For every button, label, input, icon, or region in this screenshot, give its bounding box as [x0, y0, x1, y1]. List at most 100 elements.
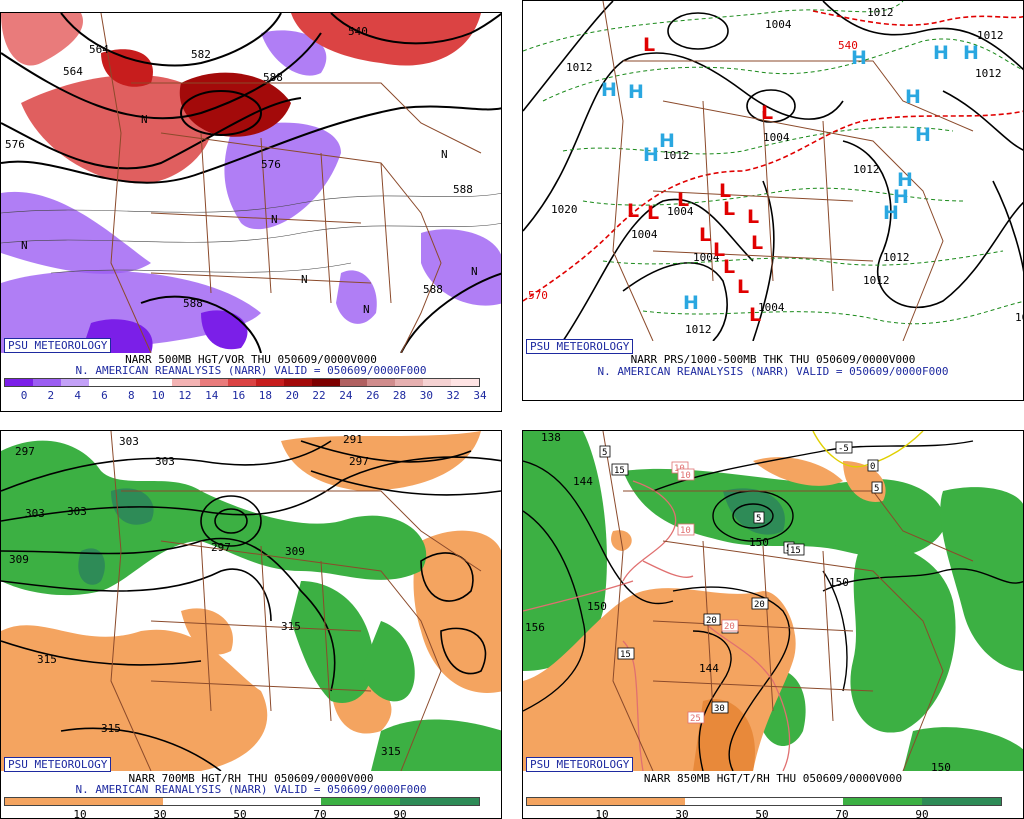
rh-colorbar-ticks: 10 30 50 70 90	[526, 808, 1002, 819]
colorbar-swatch	[32, 379, 61, 386]
temperature-box	[611, 463, 629, 476]
temperature-boxes: 51510101055-5051520202515202530	[599, 441, 883, 724]
vor-positive-area	[101, 49, 153, 87]
contour-label: 309	[285, 545, 305, 558]
contour-label: 564	[89, 43, 109, 56]
rh-wet-area	[371, 719, 501, 771]
colorbar-tick: 28	[392, 389, 407, 402]
rh-dry-area	[413, 530, 501, 693]
rh-wet-area	[1, 440, 427, 596]
vorticity-colorbar	[4, 378, 480, 387]
contour-label: 309	[9, 553, 29, 566]
contour-label: 144	[699, 662, 719, 675]
low-pressure-marker: L	[699, 224, 711, 246]
colorbar-tick: 10	[595, 808, 609, 819]
temperature-label: -5	[838, 444, 849, 454]
high-pressure-marker: H	[933, 42, 949, 64]
low-pressure-marker: L	[751, 232, 763, 254]
vor-strong-negative	[201, 310, 248, 350]
contour-label: 150	[587, 600, 607, 613]
map-pressure-thickness: 1004 1012 1012 1012 1020 1004 1012 1004 …	[523, 1, 1023, 341]
high-pressure-marker: H	[963, 42, 979, 64]
contour-label: N	[271, 213, 278, 226]
colorbar-tick: 90	[915, 808, 929, 819]
low-pressure-marker: L	[723, 198, 735, 220]
colorbar-swatch	[339, 379, 368, 386]
contour-label: 576	[5, 138, 25, 151]
low-pressure-marker: L	[677, 189, 689, 211]
vor-positive-area	[179, 72, 291, 137]
contour-label: N	[441, 148, 448, 161]
vor-negative-area	[421, 229, 501, 306]
rh-wet-area	[361, 621, 415, 702]
high-pressure-marker: H	[643, 144, 659, 166]
colorbar-tick: 26	[366, 389, 380, 402]
contour-label: 150	[829, 576, 849, 589]
temperature-label: 20	[706, 616, 717, 626]
contour-label: 138	[541, 431, 561, 444]
low-pressure-marker: L	[737, 276, 749, 298]
temperature-label: 5	[756, 514, 761, 524]
colorbar-tick: 34	[473, 389, 487, 402]
isobar-label: 1004	[693, 251, 720, 264]
colorbar-tick: 50	[233, 808, 247, 819]
rh-wet-area	[903, 727, 1023, 771]
colorbar-tick: 16	[231, 389, 246, 402]
temperature-box	[787, 543, 805, 556]
temperature-box	[711, 701, 729, 714]
isobar-label: 1004	[631, 228, 658, 241]
temperature-label: 30	[714, 704, 725, 714]
low-pressure-marker: L	[627, 200, 639, 222]
chart-title: NARR 500MB HGT/VOR THU 050609/0000V000	[125, 353, 377, 366]
isobar-label: 1004	[765, 18, 792, 31]
colorbar-tick: 90	[393, 808, 407, 819]
vor-positive-area	[1, 13, 83, 66]
temperature-label: 20	[754, 600, 765, 610]
temperature-box	[677, 468, 695, 481]
psu-meteorology-badge: PSU METEOROLOGY	[4, 338, 112, 353]
thickness-label: 540	[838, 39, 858, 52]
high-pressure-marker: H	[897, 169, 913, 191]
colorbar-tick: 12	[178, 389, 192, 402]
contour-label: 588	[453, 183, 473, 196]
contour-label: 150	[931, 761, 951, 771]
isobar-label: 1012	[853, 163, 880, 176]
panel-500mb-hgt-vor: 564 564 540 582 588 576 576 588 588 588 …	[0, 12, 502, 412]
contour-label: 564	[63, 65, 83, 78]
temperature-label: 25	[690, 714, 701, 724]
rh-dry-area	[281, 431, 481, 491]
high-pressure-marker: H	[893, 186, 909, 208]
rh-dry-area	[753, 457, 843, 486]
colorbar-tick: 14	[205, 389, 219, 402]
temperature-box	[753, 511, 765, 524]
low-pressure-marker: L	[723, 256, 735, 278]
colorbar-tick: 50	[755, 808, 769, 819]
rh-colorbar	[526, 797, 1002, 806]
vor-negative-area	[224, 122, 341, 230]
freezing-line	[812, 431, 924, 468]
temperature-box	[617, 647, 635, 660]
contour-label: 315	[101, 722, 121, 735]
rh-wet-area	[523, 431, 607, 671]
contour-label: 150	[749, 536, 769, 549]
chart-title: NARR 850MB HGT/T/RH THU 050609/0000V000	[643, 772, 903, 785]
contour-label: N	[471, 265, 478, 278]
isobar-label: 1012	[975, 67, 1002, 80]
contour-label: 588	[263, 71, 283, 84]
temperature-label: 0	[870, 462, 875, 472]
isobar-label: 1004	[763, 131, 790, 144]
isobar-label: 1012	[566, 61, 593, 74]
vorticity-colorbar-ticks: 0 2 4 6 8 10 12 14 16 18 20 22 24 26 28 30 32 34	[4, 389, 487, 402]
chart-title: NARR 700MB HGT/RH THU 050609/0000V000	[128, 772, 374, 785]
chart-subtitle: N. AMERICAN REANALYSIS (NARR) VALID = 05…	[75, 364, 427, 377]
colorbar-swatch	[283, 379, 312, 386]
contour-label: N	[141, 113, 148, 126]
rh-wet-area	[850, 541, 956, 733]
colorbar-swatch	[395, 379, 424, 386]
low-pressure-marker: L	[713, 239, 725, 261]
psu-meteorology-badge: PSU METEOROLOGY	[526, 339, 634, 354]
contour-label: 315	[281, 620, 301, 633]
isobar-label: 1012	[977, 29, 1004, 42]
colorbar-tick: 18	[258, 389, 273, 402]
isobar-label: 1012	[685, 323, 712, 336]
